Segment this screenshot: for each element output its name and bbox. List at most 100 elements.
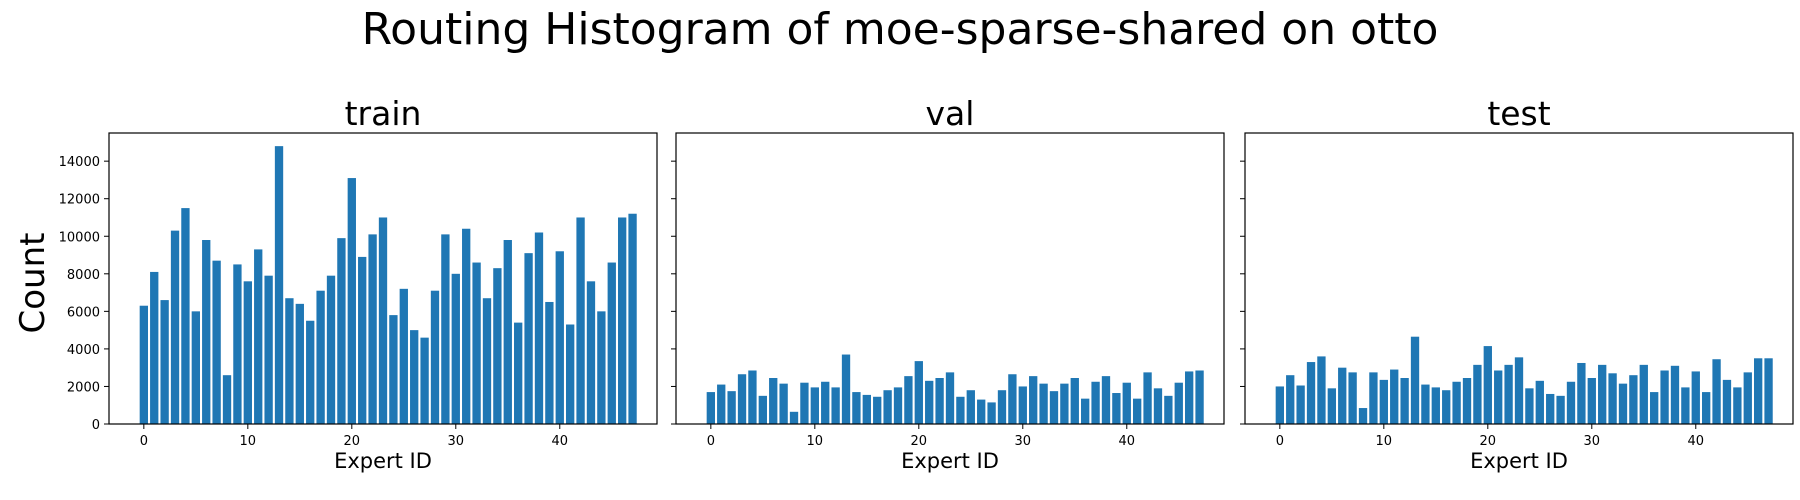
- bar: [1577, 362, 1586, 424]
- x-tick-label: 40: [552, 434, 569, 449]
- bar: [1452, 381, 1461, 424]
- bar: [1008, 374, 1017, 424]
- bar: [800, 382, 809, 424]
- y-axis-label: Count: [13, 233, 53, 334]
- bar: [1122, 382, 1131, 424]
- bar: [1369, 372, 1378, 424]
- bar: [1400, 378, 1409, 424]
- bar: [779, 383, 788, 424]
- bar: [1442, 390, 1451, 424]
- bar: [1101, 376, 1111, 424]
- bar: [1670, 365, 1680, 424]
- bar: [1587, 378, 1596, 424]
- y-tick-label: 8000: [67, 268, 100, 283]
- bar: [1691, 371, 1700, 424]
- bar: [945, 372, 955, 424]
- bar: [1039, 383, 1048, 424]
- axes-frame: [1244, 132, 1794, 425]
- bar: [893, 387, 903, 424]
- x-tick-label: 30: [1015, 434, 1032, 449]
- panel-title: val: [926, 94, 975, 133]
- axes-frame: [675, 132, 1225, 425]
- bar: [607, 262, 616, 424]
- bar: [1722, 379, 1732, 424]
- bar: [503, 240, 512, 424]
- bar: [862, 394, 871, 424]
- bar: [1754, 358, 1763, 424]
- bar: [222, 375, 232, 424]
- bar: [514, 322, 523, 424]
- bar: [368, 234, 377, 424]
- bar: [925, 380, 934, 424]
- bar: [150, 271, 159, 424]
- panel-1: val Expert ID 0 10 20 30 40: [671, 94, 1225, 473]
- x-tick-label: 0: [1276, 434, 1284, 449]
- bar: [482, 298, 492, 424]
- bar: [1296, 385, 1305, 424]
- bar: [181, 208, 190, 424]
- bar: [914, 361, 923, 424]
- bar: [1639, 364, 1648, 424]
- bar: [306, 320, 315, 424]
- bar: [977, 399, 986, 424]
- panel-title: train: [345, 94, 422, 133]
- x-tick-label: 30: [1584, 434, 1601, 449]
- bar: [727, 391, 736, 424]
- x-tick-label: 20: [344, 434, 361, 449]
- bar: [618, 217, 627, 424]
- bar: [358, 256, 367, 424]
- bar: [233, 264, 242, 424]
- bar: [1306, 362, 1316, 424]
- bar: [534, 232, 544, 424]
- bar: [274, 146, 284, 424]
- bar: [1629, 375, 1638, 424]
- bar: [1286, 375, 1295, 424]
- bar: [737, 374, 747, 424]
- bar: [1483, 346, 1492, 424]
- bar: [1390, 369, 1399, 424]
- bar: [789, 411, 799, 424]
- bar: [1091, 381, 1100, 424]
- x-axis-label: Expert ID: [334, 449, 432, 473]
- bar: [378, 217, 388, 424]
- bar: [347, 178, 356, 424]
- bar: [212, 260, 221, 424]
- bar: [1143, 372, 1152, 424]
- x-tick-label: 40: [1688, 434, 1705, 449]
- bar: [821, 381, 830, 424]
- panel-title: test: [1487, 94, 1550, 133]
- bar: [1049, 391, 1059, 424]
- bar: [1650, 392, 1659, 424]
- bar: [1133, 398, 1142, 424]
- bar: [1421, 384, 1430, 424]
- bar: [706, 392, 715, 424]
- bar: [1733, 387, 1742, 424]
- x-tick-label: 10: [1376, 434, 1393, 449]
- bar: [493, 268, 502, 424]
- bar: [1018, 386, 1027, 424]
- bar: [1702, 392, 1711, 424]
- bar: [1525, 388, 1534, 424]
- bar: [399, 288, 408, 424]
- bar: [264, 275, 273, 424]
- bar: [430, 290, 440, 424]
- bar: [873, 396, 882, 424]
- bar: [1174, 382, 1183, 424]
- bar: [1275, 386, 1284, 424]
- bar: [285, 298, 294, 424]
- bar: [1473, 364, 1482, 424]
- panel-0: train Expert ID 0 10 20 30 40 0 2000 4000 6000 8000…: [59, 94, 658, 473]
- bar: [1081, 398, 1090, 424]
- bar: [1070, 378, 1079, 424]
- y-tick-label: 14000: [59, 155, 100, 170]
- bar: [389, 315, 398, 424]
- bar: [586, 281, 596, 424]
- bar: [170, 230, 180, 424]
- bar: [1164, 395, 1173, 424]
- bar: [337, 238, 346, 424]
- y-tick-label: 12000: [59, 193, 100, 208]
- bar: [1112, 393, 1121, 424]
- x-axis-label: Expert ID: [1470, 449, 1568, 473]
- bar: [160, 300, 169, 424]
